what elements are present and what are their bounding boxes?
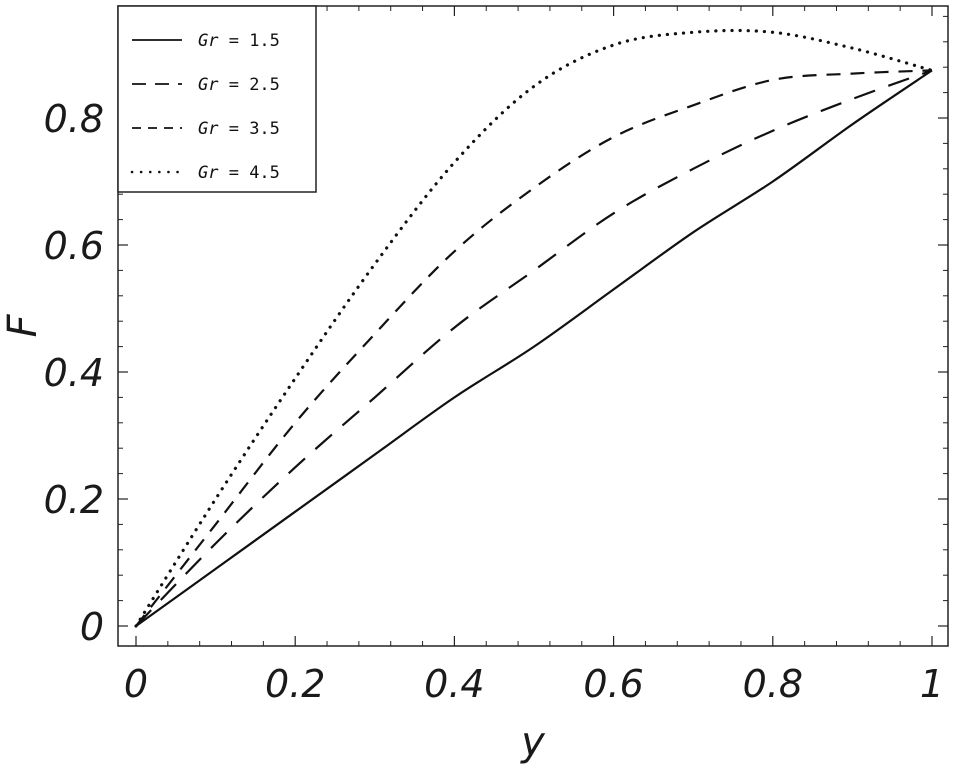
x-tick-label: 0 — [124, 662, 148, 706]
y-tick-labels: 0 0.2 0.4 0.6 0.8 — [44, 97, 104, 649]
plot-frame — [117, 5, 949, 647]
y-tick-label: 0 — [80, 605, 104, 649]
legend-label: Gr = 2.5 — [198, 75, 280, 95]
x-tick-label: 1 — [920, 662, 944, 706]
x-tick-label: 0.4 — [424, 662, 484, 706]
legend: Gr = 1.5 Gr = 2.5 Gr = 3.5 Gr = 4.5 — [117, 5, 317, 193]
x-tick-label: 0.2 — [265, 662, 325, 706]
y-axis-label: F — [0, 314, 46, 338]
legend-label: Gr = 1.5 — [198, 31, 280, 51]
x-tick-label: 0.6 — [583, 662, 643, 706]
y-tick-label: 0.2 — [44, 478, 104, 522]
series-line-2 — [135, 69, 933, 627]
x-axis-label: y — [520, 719, 546, 765]
y-tick-label: 0.8 — [44, 97, 104, 141]
legend-box — [117, 5, 317, 193]
series-lines — [134, 28, 934, 628]
legend-label: Gr = 3.5 — [198, 119, 280, 139]
series-line-3 — [135, 69, 933, 627]
x-tick-label: 0.8 — [743, 662, 803, 706]
x-tick-labels: 0 0.2 0.4 0.6 0.8 1 — [124, 662, 944, 706]
legend-label: Gr = 4.5 — [198, 163, 280, 183]
legend-items: Gr = 1.5 Gr = 2.5 Gr = 3.5 Gr = 4.5 — [130, 31, 280, 183]
y-tick-label: 0.4 — [44, 351, 104, 395]
series-line-1 — [135, 69, 933, 627]
y-tick-label: 0.6 — [44, 224, 104, 268]
